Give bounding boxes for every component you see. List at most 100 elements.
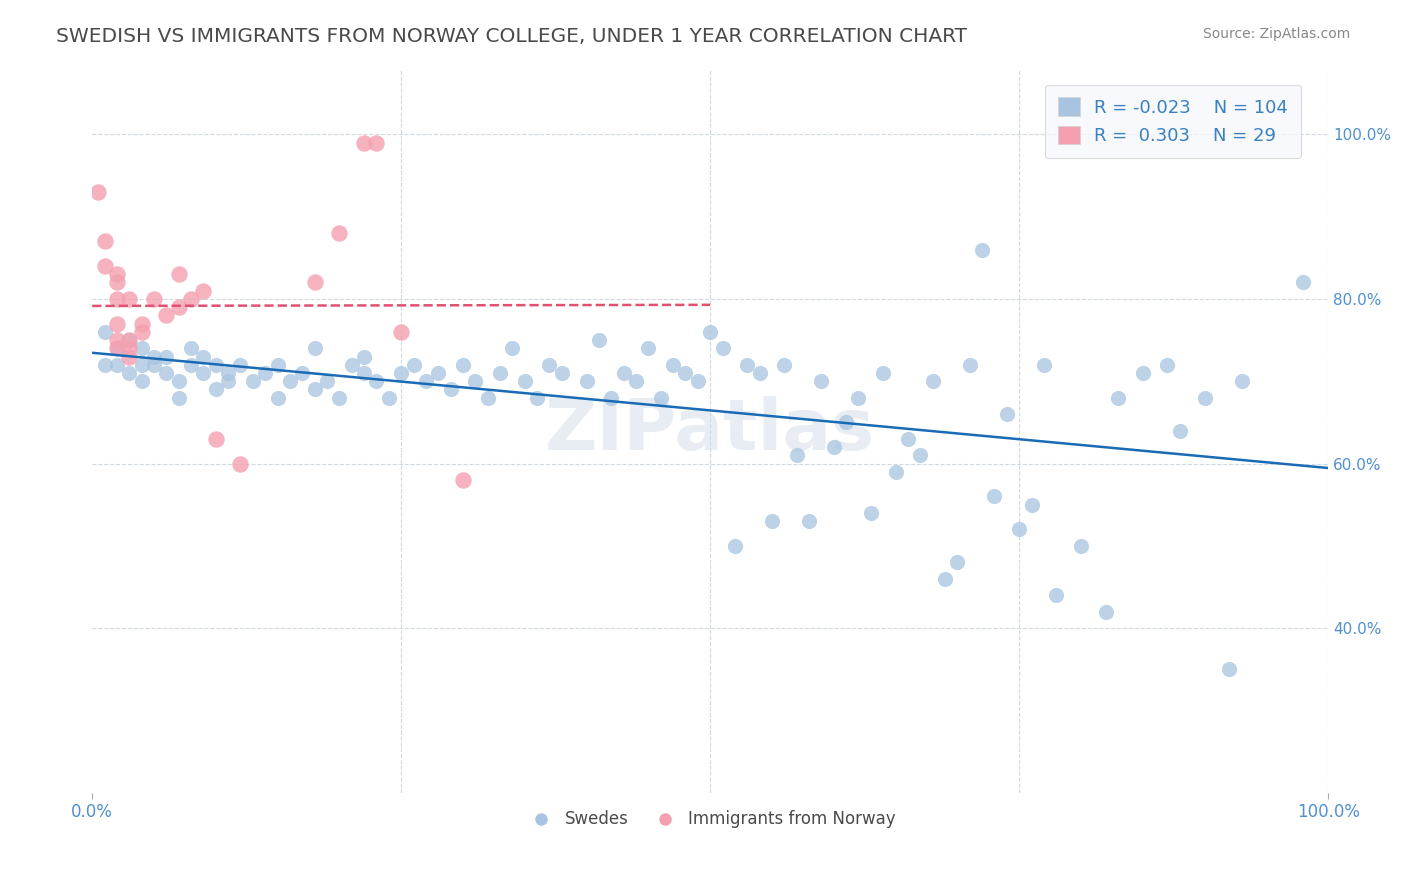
Point — [884, 465, 907, 479]
Point — [143, 350, 166, 364]
Point — [353, 350, 375, 364]
Text: Source: ZipAtlas.com: Source: ZipAtlas.com — [1202, 27, 1350, 41]
Point — [526, 391, 548, 405]
Point — [1021, 498, 1043, 512]
Point — [93, 358, 115, 372]
Point — [118, 333, 141, 347]
Legend: Swedes, Immigrants from Norway: Swedes, Immigrants from Norway — [517, 804, 903, 835]
Point — [1094, 605, 1116, 619]
Point — [823, 440, 845, 454]
Point — [93, 235, 115, 249]
Point — [921, 374, 943, 388]
Point — [859, 506, 882, 520]
Text: SWEDISH VS IMMIGRANTS FROM NORWAY COLLEGE, UNDER 1 YEAR CORRELATION CHART: SWEDISH VS IMMIGRANTS FROM NORWAY COLLEG… — [56, 27, 967, 45]
Point — [439, 383, 461, 397]
Point — [389, 366, 412, 380]
Point — [328, 226, 350, 240]
Point — [155, 350, 177, 364]
Point — [1218, 662, 1240, 676]
Point — [193, 284, 215, 298]
Point — [155, 366, 177, 380]
Point — [105, 333, 128, 347]
Point — [131, 317, 153, 331]
Point — [254, 366, 277, 380]
Point — [304, 383, 326, 397]
Point — [229, 358, 252, 372]
Point — [378, 391, 401, 405]
Point — [1032, 358, 1054, 372]
Point — [699, 325, 721, 339]
Point — [995, 407, 1018, 421]
Point — [835, 415, 858, 429]
Point — [501, 341, 523, 355]
Point — [538, 358, 561, 372]
Point — [204, 432, 226, 446]
Point — [242, 374, 264, 388]
Point — [1107, 391, 1129, 405]
Point — [735, 358, 758, 372]
Point — [983, 490, 1005, 504]
Point — [415, 374, 437, 388]
Point — [193, 366, 215, 380]
Point — [105, 267, 128, 281]
Point — [328, 391, 350, 405]
Point — [872, 366, 894, 380]
Text: ZIPatlas: ZIPatlas — [546, 396, 875, 465]
Point — [464, 374, 486, 388]
Point — [1045, 588, 1067, 602]
Point — [353, 136, 375, 150]
Point — [477, 391, 499, 405]
Point — [353, 366, 375, 380]
Point — [402, 358, 425, 372]
Point — [1194, 391, 1216, 405]
Point — [551, 366, 574, 380]
Point — [93, 325, 115, 339]
Point — [810, 374, 832, 388]
Point — [637, 341, 659, 355]
Point — [180, 341, 202, 355]
Point — [451, 358, 474, 372]
Point — [575, 374, 598, 388]
Point — [1156, 358, 1178, 372]
Point — [266, 391, 288, 405]
Point — [588, 333, 610, 347]
Point — [711, 341, 734, 355]
Point — [513, 374, 536, 388]
Point — [624, 374, 647, 388]
Point — [118, 341, 141, 355]
Point — [167, 300, 190, 314]
Point — [650, 391, 672, 405]
Point — [266, 358, 288, 372]
Point — [748, 366, 770, 380]
Point — [167, 391, 190, 405]
Point — [131, 341, 153, 355]
Point — [959, 358, 981, 372]
Point — [105, 276, 128, 290]
Point — [143, 358, 166, 372]
Point — [118, 366, 141, 380]
Point — [389, 325, 412, 339]
Point — [897, 432, 920, 446]
Point — [229, 457, 252, 471]
Point — [118, 292, 141, 306]
Point — [1008, 522, 1031, 536]
Point — [180, 292, 202, 306]
Point — [613, 366, 636, 380]
Point — [193, 350, 215, 364]
Point — [340, 358, 363, 372]
Point — [105, 341, 128, 355]
Point — [304, 276, 326, 290]
Point — [204, 383, 226, 397]
Point — [1292, 276, 1315, 290]
Point — [131, 374, 153, 388]
Point — [155, 309, 177, 323]
Point — [686, 374, 709, 388]
Point — [180, 358, 202, 372]
Point — [217, 366, 239, 380]
Point — [217, 374, 239, 388]
Point — [366, 374, 388, 388]
Point — [316, 374, 339, 388]
Point — [1168, 424, 1191, 438]
Point — [427, 366, 450, 380]
Point — [105, 292, 128, 306]
